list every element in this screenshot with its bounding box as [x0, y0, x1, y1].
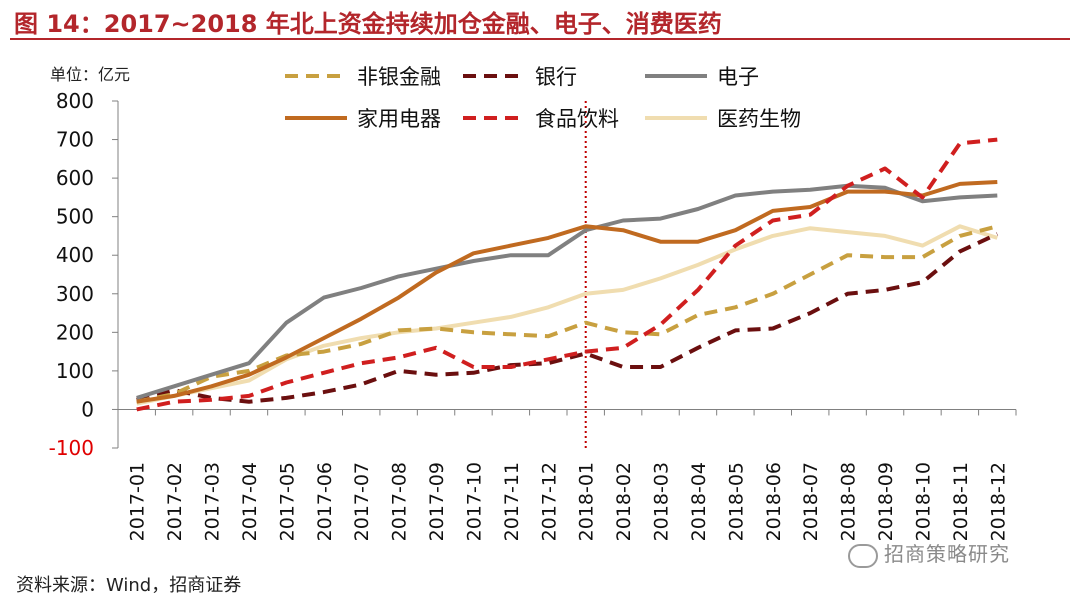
watermark: 招商策略研究	[848, 538, 1010, 568]
x-tick-label: 2018-06	[763, 462, 785, 541]
legend-label-4: 家用电器	[357, 107, 441, 131]
x-tick-label: 2017-05	[276, 462, 298, 541]
x-tick-label: 2018-11	[950, 462, 972, 541]
legend-label-2: 银行	[535, 65, 577, 89]
series-line-2	[136, 232, 999, 404]
x-tick-label: 2017-09	[426, 462, 448, 541]
series-line-3	[136, 183, 998, 400]
figure-title: 图 14：2017~2018 年北上资金持续加仓金融、电子、消费医药	[14, 10, 722, 38]
x-tick-label: 2017-03	[202, 462, 224, 541]
x-tick-label: 2018-07	[800, 462, 822, 541]
x-tick-label: 2017-06	[314, 462, 336, 541]
x-tick-label: 2018-04	[688, 462, 710, 541]
y-tick-label: -100	[49, 436, 94, 460]
x-tick-label: 2018-05	[725, 462, 747, 541]
y-tick-label: 700	[56, 128, 94, 152]
source-note: 资料来源：Wind，招商证券	[16, 575, 242, 596]
x-tick-label: 2017-04	[239, 462, 261, 541]
series-lines	[136, 137, 999, 412]
watermark-text: 招商策略研究	[884, 542, 1010, 566]
x-tick-label: 2017-10	[463, 462, 485, 541]
x-tick-label: 2017-12	[538, 462, 560, 541]
x-tick-label: 2018-01	[576, 462, 598, 541]
title-divider	[10, 38, 1070, 40]
x-tick-label: 2017-01	[127, 462, 149, 541]
y-tick-label: 300	[56, 282, 94, 306]
y-tick-label: 200	[56, 320, 94, 344]
series-line-6	[136, 224, 998, 406]
x-tick-label: 2017-02	[164, 462, 186, 541]
legend-label-1: 非银金融	[357, 65, 441, 89]
wechat-icon	[848, 543, 878, 568]
series-line-1	[136, 224, 998, 404]
unit-label: 单位：亿元	[50, 65, 130, 84]
x-tick-label: 2018-10	[912, 462, 934, 541]
x-tick-label: 2018-03	[651, 462, 673, 541]
y-tick-label: 400	[56, 243, 94, 267]
series-line-5	[136, 137, 998, 412]
y-tick-label: 100	[56, 359, 94, 383]
x-tick-label: 2017-11	[501, 462, 523, 541]
x-tick-label: 2018-02	[613, 462, 635, 541]
x-tick-label: 2018-09	[875, 462, 897, 541]
y-tick-label: 600	[56, 166, 94, 190]
x-tick-label: 2017-07	[351, 462, 373, 541]
y-tick-label: 0	[81, 397, 94, 421]
chart-axes: 800 700 600 500 400 300 200 100 0 -100 2017-01 2017…	[49, 89, 1017, 541]
y-tick-label: 800	[56, 89, 94, 113]
legend-label-3: 电子	[717, 65, 759, 89]
series-line-4	[136, 180, 998, 404]
x-tick-label: 2018-08	[838, 462, 860, 541]
x-tick-label: 2018-12	[987, 462, 1009, 541]
legend-label-5: 食品饮料	[535, 107, 619, 131]
legend-label-6: 医药生物	[717, 107, 801, 131]
x-tick-label: 2017-08	[389, 462, 411, 541]
y-tick-label: 500	[56, 205, 94, 229]
